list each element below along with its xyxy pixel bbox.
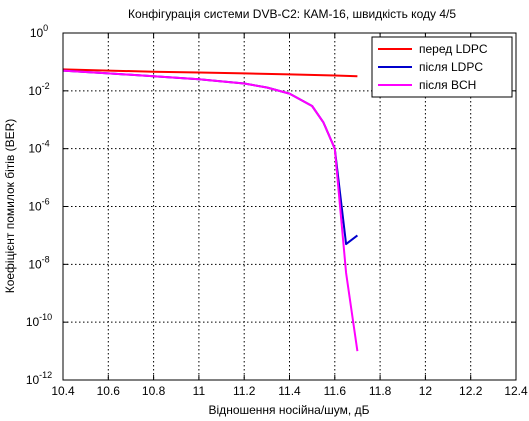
data-series	[62, 68, 359, 352]
x-tick-label: 12.2	[459, 384, 483, 398]
x-tick-label: 10.6	[97, 384, 121, 398]
series-line-1	[62, 68, 358, 78]
y-tick-label: 10-4	[28, 139, 49, 156]
y-tick-label: 10-10	[26, 312, 52, 329]
legend-label: після BCH	[419, 78, 476, 92]
x-tick-label: 10.4	[51, 384, 75, 398]
x-tick-label: 11.4	[278, 384, 301, 398]
x-tick-label: 12	[419, 384, 433, 398]
x-axis-label: Відношення носійна/шум, дБ	[209, 403, 370, 417]
y-tick-label: 10-2	[28, 81, 49, 98]
series-line-3	[62, 69, 359, 352]
x-tick-label: 11	[193, 384, 206, 398]
y-axis-label: Коефіцієнт помилок бітів (BER)	[3, 119, 17, 294]
y-tick-label: 100	[30, 23, 48, 40]
x-tick-label: 11.2	[233, 384, 256, 398]
y-tick-label: 10-12	[26, 370, 52, 387]
x-tick-label: 11.8	[369, 384, 392, 398]
x-tick-label: 12.4	[504, 384, 528, 398]
x-tick-label: 10.8	[142, 384, 166, 398]
legend: перед LDPC після LDPC після BCH	[371, 36, 513, 98]
legend-label: після LDPC	[419, 60, 483, 74]
legend-label: перед LDPC	[419, 42, 488, 56]
y-tick-label: 10-8	[28, 254, 49, 271]
x-tick-label: 11.6	[324, 384, 347, 398]
y-axis-ticks: 100 10-2 10-4 10-6 10-8 10-10 10-12	[26, 23, 516, 387]
chart-title: Конфігурація системи DVB-C2: КАМ-16, шви…	[128, 7, 456, 21]
x-axis-ticks: 10.4 10.6 10.8 11 11.2 11.4 11.6 11.8 12 12.2 12.4	[51, 33, 528, 398]
y-tick-label: 10-6	[28, 197, 49, 214]
